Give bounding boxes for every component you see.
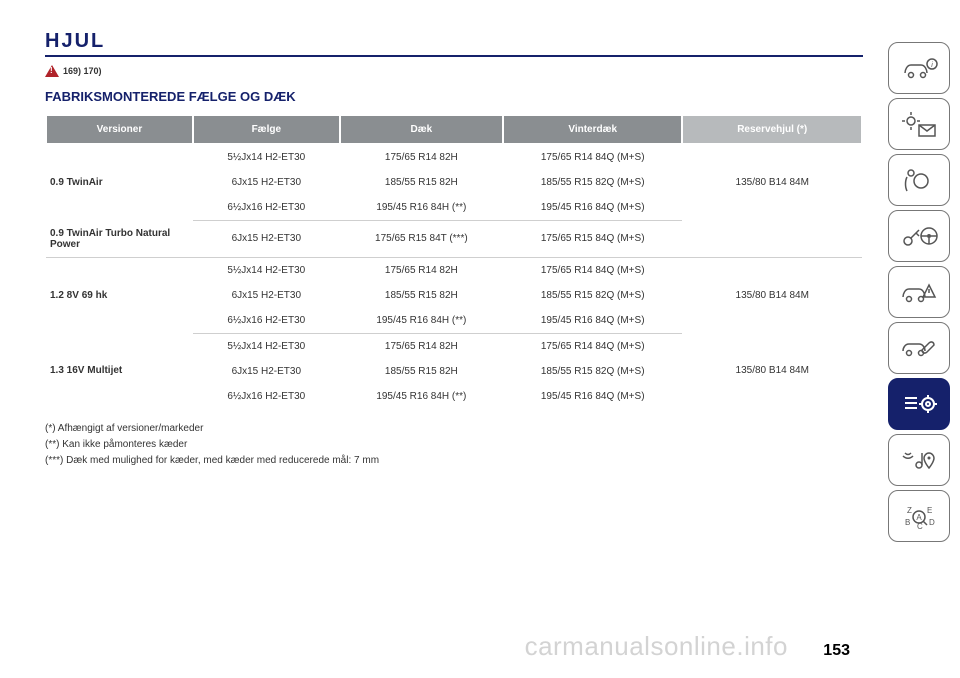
svg-text:Z: Z [907, 506, 912, 515]
tyre-cell: 175/65 R14 82H [340, 144, 503, 170]
column-header: Fælge [193, 115, 340, 144]
tyre-cell: 195/45 R16 84H (**) [340, 308, 503, 334]
spare-cell [682, 221, 862, 258]
page-number: 153 [823, 642, 850, 660]
intro-icon[interactable]: i [888, 42, 950, 94]
rim-cell: 6Jx15 H2-ET30 [193, 283, 340, 308]
rim-cell: 5½Jx14 H2-ET30 [193, 333, 340, 359]
rim-cell: 6½Jx16 H2-ET30 [193, 195, 340, 221]
index-icon[interactable]: ZEBDCA [888, 490, 950, 542]
winter-cell: 175/65 R14 84Q (M+S) [503, 144, 683, 170]
tyre-cell: 185/55 R15 82H [340, 170, 503, 195]
winter-cell: 185/55 R15 82Q (M+S) [503, 359, 683, 384]
tyre-cell: 175/65 R14 82H [340, 257, 503, 283]
svg-text:i: i [931, 62, 933, 69]
rim-cell: 6Jx15 H2-ET30 [193, 359, 340, 384]
version-cell: 1.3 16V Multijet [46, 333, 193, 409]
watermark-text: carmanualsonline.info [525, 631, 788, 662]
winter-cell: 175/65 R14 84Q (M+S) [503, 333, 683, 359]
spare-cell: 135/80 B14 84M [682, 333, 862, 409]
warning-reference-row: 169) 170) [45, 65, 863, 77]
techdata-icon[interactable] [888, 378, 950, 430]
footnote-line: (***) Dæk med mulighed for kæder, med kæ… [45, 453, 863, 469]
rim-cell: 5½Jx14 H2-ET30 [193, 144, 340, 170]
warning-triangle-icon [45, 65, 59, 77]
page-content: HJUL 169) 170) FABRIKSMONTEREDE FÆLGE OG… [0, 0, 888, 678]
safety-icon[interactable] [888, 154, 950, 206]
tyre-cell: 185/55 R15 82H [340, 283, 503, 308]
dashboard-icon[interactable] [888, 98, 950, 150]
rim-cell: 5½Jx14 H2-ET30 [193, 257, 340, 283]
wheels-table: VersionerFælgeDækVinterdækReservehjul (*… [45, 114, 863, 409]
column-header: Versioner [46, 115, 193, 144]
spare-cell: 135/80 B14 84M [682, 144, 862, 221]
rim-cell: 6Jx15 H2-ET30 [193, 170, 340, 195]
tyre-cell: 195/45 R16 84H (**) [340, 384, 503, 409]
version-cell: 0.9 TwinAir [46, 144, 193, 221]
footnotes: (*) Afhængigt af versioner/markeder(**) … [45, 421, 863, 469]
tyre-cell: 175/65 R15 84T (***) [340, 221, 503, 258]
section-heading: FABRIKSMONTEREDE FÆLGE OG DÆK [45, 89, 863, 104]
service-icon[interactable] [888, 322, 950, 374]
spare-cell: 135/80 B14 84M [682, 257, 862, 333]
section-sidebar: iZEBDCA [888, 0, 960, 678]
winter-cell: 195/45 R16 84Q (M+S) [503, 308, 683, 334]
tyre-cell: 195/45 R16 84H (**) [340, 195, 503, 221]
svg-text:D: D [929, 518, 935, 527]
rim-cell: 6½Jx16 H2-ET30 [193, 384, 340, 409]
column-header: Vinterdæk [503, 115, 683, 144]
warning-reference-text: 169) 170) [63, 66, 102, 76]
rim-cell: 6½Jx16 H2-ET30 [193, 308, 340, 334]
winter-cell: 175/65 R14 84Q (M+S) [503, 257, 683, 283]
page-title: HJUL [45, 30, 863, 57]
column-header: Dæk [340, 115, 503, 144]
rim-cell: 6Jx15 H2-ET30 [193, 221, 340, 258]
version-cell: 0.9 TwinAir Turbo Natural Power [46, 221, 193, 258]
starting-icon[interactable] [888, 210, 950, 262]
footnote-line: (**) Kan ikke påmonteres kæder [45, 437, 863, 453]
winter-cell: 175/65 R15 84Q (M+S) [503, 221, 683, 258]
tyre-cell: 175/65 R14 82H [340, 333, 503, 359]
svg-text:E: E [927, 506, 932, 515]
winter-cell: 195/45 R16 84Q (M+S) [503, 384, 683, 409]
column-header: Reservehjul (*) [682, 115, 862, 144]
footnote-line: (*) Afhængigt af versioner/markeder [45, 421, 863, 437]
winter-cell: 185/55 R15 82Q (M+S) [503, 283, 683, 308]
tyre-cell: 185/55 R15 82H [340, 359, 503, 384]
multimedia-icon[interactable] [888, 434, 950, 486]
svg-text:B: B [905, 518, 910, 527]
warning-icon[interactable] [888, 266, 950, 318]
svg-text:A: A [916, 513, 922, 522]
version-cell: 1.2 8V 69 hk [46, 257, 193, 333]
winter-cell: 185/55 R15 82Q (M+S) [503, 170, 683, 195]
winter-cell: 195/45 R16 84Q (M+S) [503, 195, 683, 221]
